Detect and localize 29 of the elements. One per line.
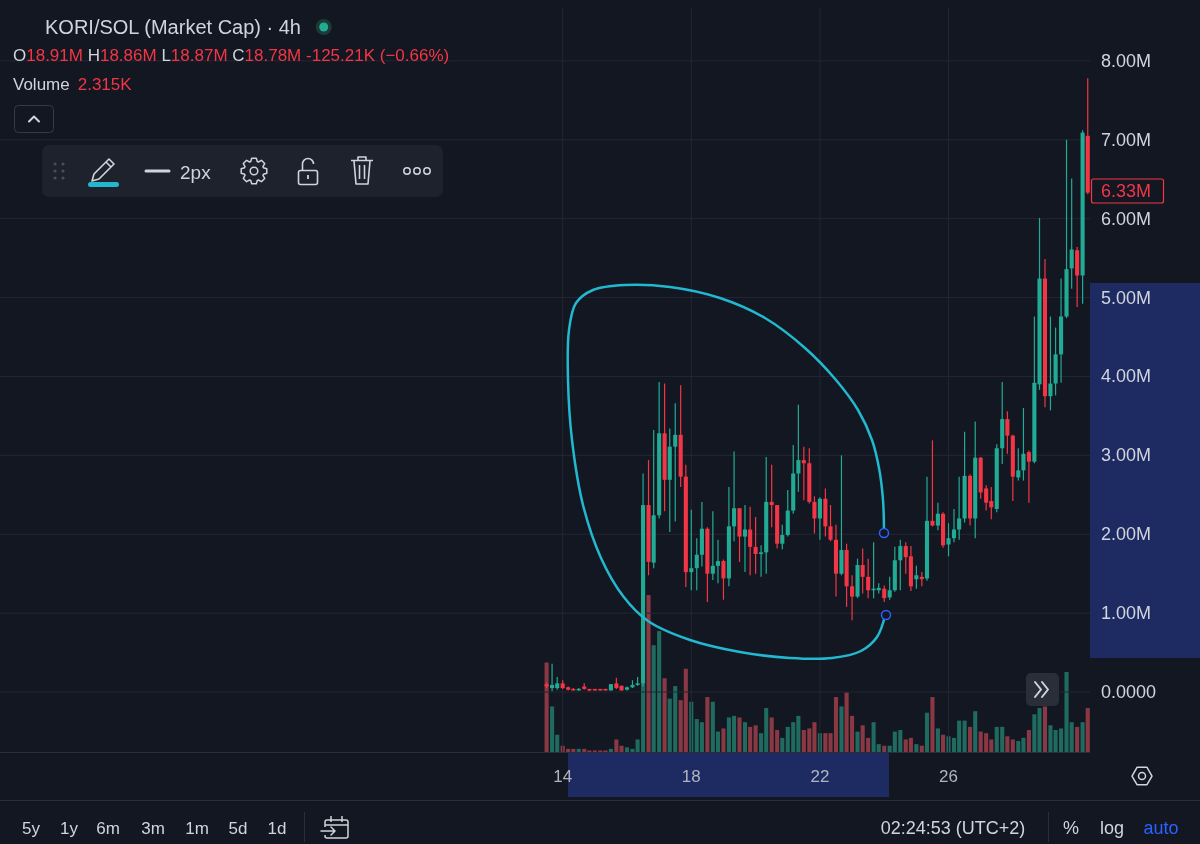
x-tick-label: 14	[553, 766, 573, 786]
text: 5d	[228, 818, 248, 838]
chart-title: KORI/SOL (Market Cap) · 4h	[45, 16, 301, 38]
y-tick-label: 7.00M	[1101, 129, 1152, 150]
text: 1m	[185, 818, 209, 838]
text: %	[1062, 818, 1080, 838]
annotation: Volume 2.315K	[13, 74, 133, 94]
x-tick-label: 26	[939, 766, 958, 786]
y-tick-label: 2.00M	[1101, 524, 1152, 545]
annotation: 2px	[180, 161, 212, 183]
text: 1y	[60, 818, 79, 838]
x-tick-label: 22	[810, 766, 830, 786]
text: 6.33M	[1101, 181, 1152, 201]
y-tick-label: 4.00M	[1101, 366, 1152, 387]
text: O18.91M H18.86M L18.87M C18.78M -125.21K (−0.66%)	[13, 45, 450, 65]
text: 02:24:53 (UTC+2)	[880, 818, 1026, 838]
text: log	[1099, 818, 1125, 838]
y-tick-label: 1.00M	[1101, 603, 1152, 624]
text: 1d	[267, 818, 287, 838]
y-tick-label: 0.0000	[1101, 682, 1157, 703]
text: auto	[1143, 818, 1179, 838]
text: 6m	[96, 818, 120, 838]
y-tick-label: 3.00M	[1101, 445, 1152, 466]
x-tick-label: 18	[681, 766, 701, 786]
text: 3m	[141, 818, 165, 838]
y-tick-label: 5.00M	[1101, 287, 1152, 308]
text: 5y	[22, 818, 41, 838]
y-tick-label: 6.00M	[1101, 208, 1152, 229]
y-tick-label: 8.00M	[1101, 50, 1152, 71]
